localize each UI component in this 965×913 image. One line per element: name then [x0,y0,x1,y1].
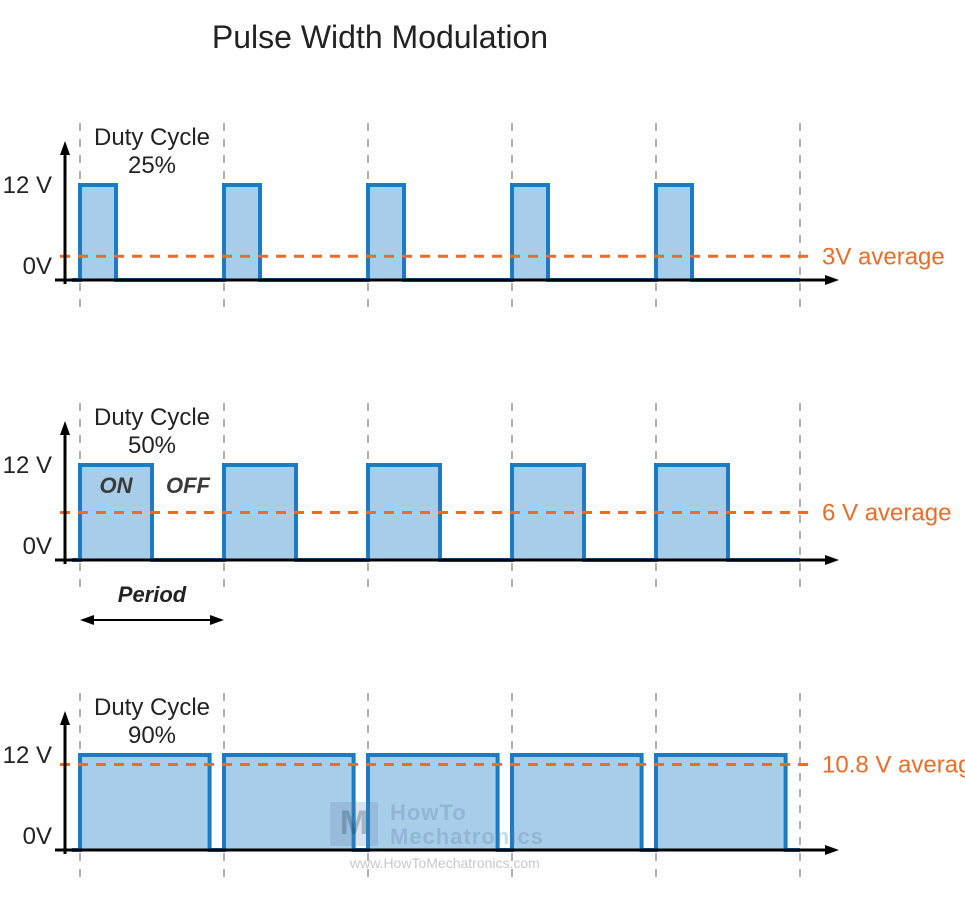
pulse-fill [512,185,548,280]
average-label: 6 V average [822,500,951,527]
duty-label-line2: 50% [128,432,176,459]
pulse-fill [224,185,260,280]
y-label-high: 12 V [3,742,52,769]
y-label-low: 0V [23,533,52,560]
off-label: OFF [166,473,211,498]
duty-label-line2: 25% [128,152,176,179]
average-label: 3V average [822,243,945,270]
average-label: 10.8 V average [822,752,965,779]
svg-text:M: M [340,804,368,842]
pulse-fill [656,755,786,850]
y-label-high: 12 V [3,172,52,199]
panel-2: 6 V average 12 V 0V Duty Cycle50% ON OFF Perio… [3,403,952,625]
duty-label-line1: Duty Cycle [94,124,210,151]
y-label-low: 0V [23,253,52,280]
y-label-low: 0V [23,823,52,850]
duty-label-line2: 90% [128,722,176,749]
pulse-fill [80,185,116,280]
pulse-fill [656,185,692,280]
duty-label-line1: Duty Cycle [94,404,210,431]
duty-label-line1: Duty Cycle [94,694,210,721]
svg-text:Mechatronics: Mechatronics [390,824,544,849]
on-label: ON [100,473,134,498]
y-label-high: 12 V [3,452,52,479]
panel-1: 3V average 12 V 0V Duty Cycle25% [3,123,945,308]
panel-3: 10.8 V average 12 V 0V Duty Cycle90% [3,693,965,878]
svg-text:HowTo: HowTo [390,800,467,825]
svg-text:www.HowToMechatronics.com: www.HowToMechatronics.com [349,855,540,871]
period-label: Period [118,582,187,607]
pulse-fill [80,755,210,850]
pwm-waveform [72,185,800,280]
pulse-fill [368,185,404,280]
diagram-title: Pulse Width Modulation [212,19,548,55]
